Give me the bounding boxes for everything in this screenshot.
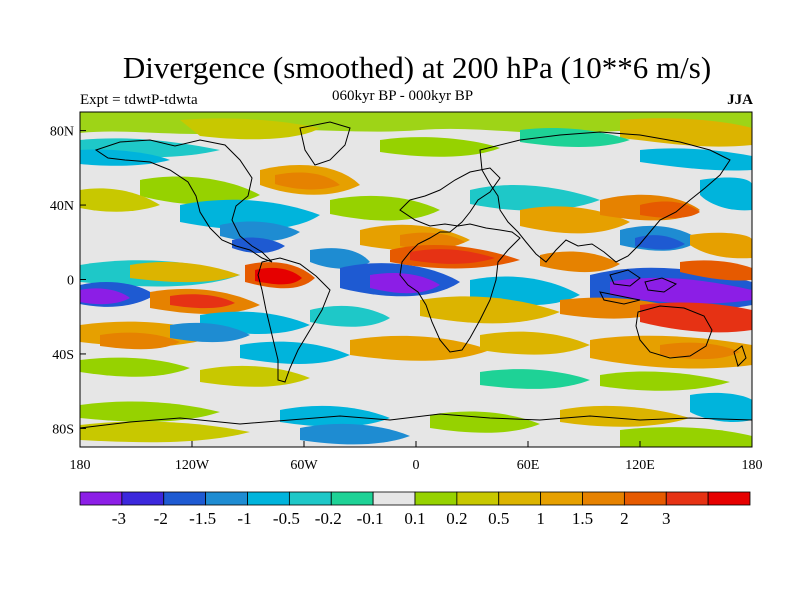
colorbar-swatch <box>372 491 416 506</box>
colorbar-swatch <box>665 491 709 506</box>
greenland-coast <box>299 121 351 166</box>
colorbar-label: 0.1 <box>404 509 425 528</box>
x-tick-label: 0 <box>413 458 420 473</box>
colorbar-swatch <box>498 491 542 506</box>
colorbar: -3 -2 -1.5 -1 -0.5 -0.2 -0.1 0.1 0.2 0.5 1 1.5 2 3 <box>79 491 751 528</box>
antarctica-coast <box>80 413 752 429</box>
colorbar-swatch <box>707 491 751 506</box>
colorbar-label: 2 <box>620 509 629 528</box>
colorbar-swatch <box>247 491 290 506</box>
europe-africa-coast <box>399 167 521 353</box>
colorbar-swatch <box>79 491 123 506</box>
colorbar-swatch <box>582 491 625 506</box>
colorbar-swatch <box>330 491 374 506</box>
colorbar-swatch <box>540 491 583 506</box>
colorbar-swatch <box>205 491 248 506</box>
colorbar-swatch <box>456 491 500 506</box>
x-tick-label: 60E <box>517 458 540 473</box>
y-tick-label: 0 <box>67 274 74 289</box>
colorbar-label: 0.2 <box>446 509 467 528</box>
y-tick-label: 40N <box>50 199 74 214</box>
x-tick-label: 180 <box>742 458 763 473</box>
maritime-continent-coast <box>599 269 678 305</box>
asia-coast <box>479 131 731 263</box>
colorbar-swatch <box>623 491 667 506</box>
coastlines <box>80 121 752 429</box>
new-zealand-coast <box>733 345 747 367</box>
colorbar-swatch <box>121 491 165 506</box>
y-tick-label: 80S <box>52 422 74 437</box>
colorbar-label: -0.2 <box>315 509 342 528</box>
colorbar-label: 1 <box>536 509 545 528</box>
x-tick-label: 120W <box>175 458 210 473</box>
colorbar-label: -2 <box>154 509 168 528</box>
colorbar-label: -1 <box>237 509 251 528</box>
colorbar-label: -0.5 <box>273 509 300 528</box>
south-america-coast <box>257 257 331 383</box>
colorbar-swatch <box>288 491 332 506</box>
colorbar-swatch <box>163 491 207 506</box>
x-tick-label: 120E <box>625 458 655 473</box>
x-tick-label: 60W <box>290 458 318 473</box>
axis-ticks: 80N 40N 0 40S 80S 180 120W 60W 0 60E 120E 180 <box>50 125 763 473</box>
colorbar-label: -1.5 <box>189 509 216 528</box>
period-label: 060kyr BP - 000kyr BP <box>332 88 474 104</box>
colorbar-swatch <box>414 491 458 506</box>
divergence-field <box>80 112 752 447</box>
north-america-coast <box>94 139 273 263</box>
season-label: JJA <box>727 92 753 108</box>
colorbar-label: -3 <box>112 509 126 528</box>
x-tick-label: 180 <box>70 458 91 473</box>
colorbar-label: 3 <box>662 509 671 528</box>
colorbar-label: 1.5 <box>572 509 593 528</box>
y-tick-label: 80N <box>50 125 74 140</box>
chart-title: Divergence (smoothed) at 200 hPa (10**6 … <box>122 50 712 85</box>
experiment-label: Expt = tdwtP-tdwta <box>80 92 198 108</box>
colorbar-label: 0.5 <box>488 509 509 528</box>
colorbar-label: -0.1 <box>357 509 384 528</box>
y-tick-label: 40S <box>52 348 74 363</box>
australia-coast <box>635 305 713 359</box>
